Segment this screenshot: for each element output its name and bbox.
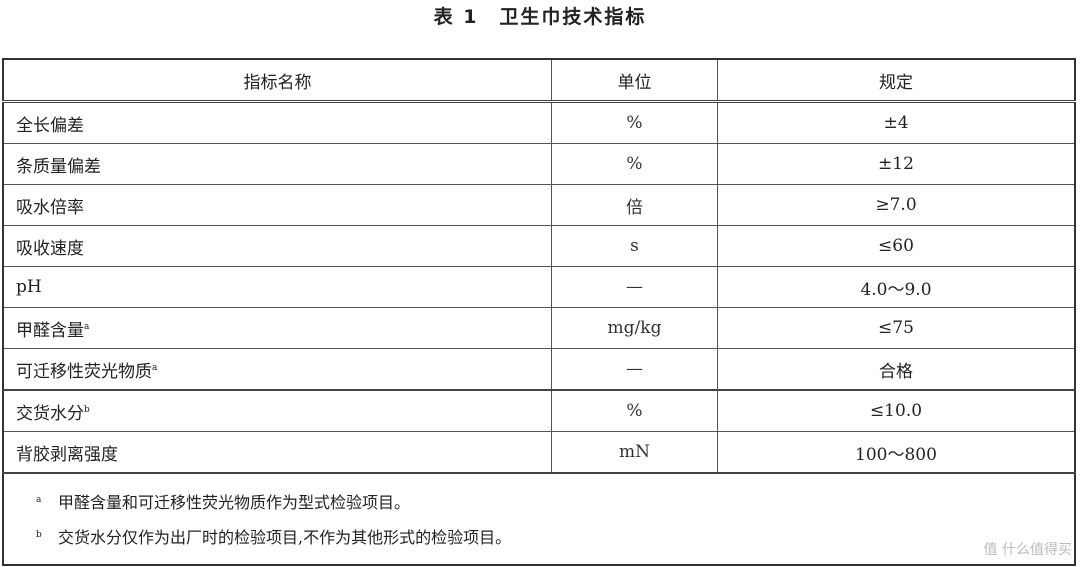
row-spec: ±12 [717,143,1076,185]
header-unit: 单位 [551,58,718,103]
row-name: 背胶剥离强度 [2,431,552,474]
row-unit: % [551,143,718,185]
table-row: 背胶剥离强度 mN 100～800 [2,431,1076,474]
row-spec: ≤10.0 [717,389,1076,432]
table-row: 全长偏差% ±4 [2,101,1076,144]
table-row: 吸水倍率倍 ≥7.0 [2,184,1076,226]
footnote-b: b 交货水分仅作为出厂时的检验项目,不作为其他形式的检验项目。 [36,528,512,547]
row-name: 全长偏差 [2,101,552,144]
footnote-mark: b [84,404,90,415]
row-unit: — [551,266,718,308]
table-row: 吸收速度 s ≤60 [2,225,1076,267]
row-unit: s [551,225,718,267]
row-spec: ±4 [717,101,1076,144]
header-name: 指标名称 [2,58,552,103]
row-spec: ≤60 [717,225,1076,267]
row-name: 交货水分b [2,389,552,432]
table-row: 甲醛含量a mg/kg ≤75 [2,307,1076,349]
footnote-mark: a [152,362,158,373]
table-header: 指标名称 单位 规定 [2,58,1076,103]
row-name: 条质量偏差 [2,143,552,185]
footnote-a: a 甲醛含量和可迁移性荧光物质作为型式检验项目。 [36,493,411,512]
row-unit: — [551,348,718,391]
table-row: 交货水分b% ≤10.0 [2,389,1076,432]
row-name: 吸水倍率 [2,184,552,226]
row-unit: mg/kg [551,307,718,349]
row-unit: % [551,101,718,144]
row-unit: % [551,389,718,432]
footnotes: a 甲醛含量和可迁移性荧光物质作为型式检验项目。 b 交货水分仅作为出厂时的检验项目… [2,472,1076,566]
table-row: pH —4.0～9.0 [2,266,1076,308]
header-spec: 规定 [717,58,1076,103]
row-spec: ≥7.0 [717,184,1076,226]
row-name: 可迁移性荧光物质a [2,348,552,391]
row-name: pH [2,266,552,308]
table-row: 条质量偏差% ±12 [2,143,1076,185]
row-spec: 4.0～9.0 [717,266,1076,308]
row-name: 甲醛含量a [2,307,552,349]
row-spec: 100～800 [717,431,1076,474]
row-spec: 合格 [717,348,1076,391]
table-title: 表 1 卫生巾技术指标 [433,6,647,28]
table-row: 可迁移性荧光物质a — 合格 [2,348,1076,391]
row-unit: mN [551,431,718,474]
row-unit: 倍 [551,184,718,226]
row-spec: ≤75 [717,307,1076,349]
row-name: 吸收速度 [2,225,552,267]
spec-table: 指标名称 单位 规定 全长偏差% ±4 条质量偏差% ±12 吸水倍率倍 ≥7.0 吸收速度… [2,58,1076,566]
watermark: 值 什么值得买 [983,542,1072,558]
footnote-mark: a [84,321,90,332]
